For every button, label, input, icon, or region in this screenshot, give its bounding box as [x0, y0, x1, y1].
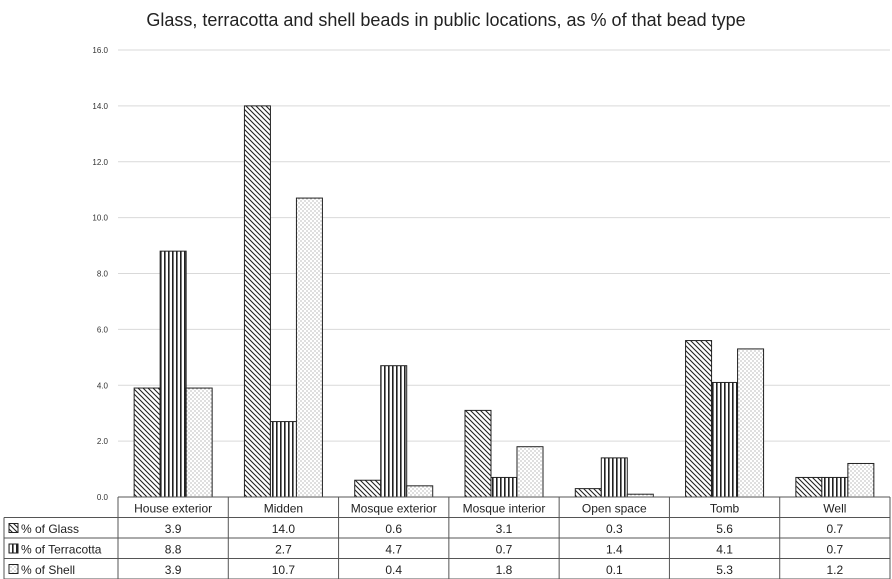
category-label: Tomb: [710, 502, 740, 516]
data-cell: 3.9: [165, 563, 182, 577]
bar-of-terracotta: [380, 365, 408, 498]
category-label: Well: [823, 502, 846, 516]
data-cell: 2.7: [275, 543, 292, 557]
bar-of-shell: [737, 348, 765, 498]
y-tick-label: 2.0: [97, 437, 109, 446]
bar-of-shell: [406, 485, 434, 498]
y-tick-label: 12.0: [92, 158, 108, 167]
data-cell: 0.6: [385, 522, 402, 536]
bar-of-terracotta: [159, 250, 187, 498]
bar-of-terracotta: [269, 421, 297, 498]
data-cell: 4.1: [716, 543, 733, 557]
bar-of-glass: [574, 488, 602, 498]
bar-of-terracotta: [711, 381, 739, 498]
data-cell: 4.7: [385, 543, 402, 557]
data-cell: 0.7: [827, 543, 844, 557]
bar-of-glass: [464, 409, 492, 498]
category-label: Mosque exterior: [351, 502, 437, 516]
y-tick-label: 0.0: [97, 493, 109, 502]
bar-of-glass: [243, 105, 271, 498]
legend-label: % of Terracotta: [21, 543, 102, 557]
bar-of-terracotta: [490, 476, 518, 498]
data-cell: 10.7: [272, 563, 296, 577]
data-cell: 0.7: [827, 522, 844, 536]
bar-of-terracotta: [600, 457, 628, 498]
legend-swatch-of-glass: [8, 523, 19, 533]
data-cell: 3.9: [165, 522, 182, 536]
bar-of-glass: [685, 340, 713, 498]
data-cell: 0.3: [606, 522, 623, 536]
data-cell: 0.4: [385, 563, 402, 577]
y-tick-label: 4.0: [97, 381, 109, 390]
legend-swatch-of-terracotta: [8, 543, 19, 554]
category-label: Midden: [264, 502, 303, 516]
bar-of-terracotta: [821, 476, 849, 498]
y-tick-label: 6.0: [97, 325, 109, 334]
data-cell: 1.4: [606, 543, 623, 557]
data-cell: 0.1: [606, 563, 623, 577]
bar-of-glass: [354, 479, 382, 498]
data-cell: 14.0: [272, 522, 296, 536]
legend-label: % of Shell: [21, 563, 75, 577]
data-cell: 0.7: [496, 543, 513, 557]
y-tick-label: 14.0: [92, 102, 108, 111]
category-label: Mosque interior: [463, 502, 546, 516]
data-cell: 1.8: [496, 563, 513, 577]
y-tick-label: 10.0: [92, 214, 108, 223]
data-cell: 5.6: [716, 522, 733, 536]
chart-title: Glass, terracotta and shell beads in pub…: [146, 10, 746, 30]
category-label: House exterior: [134, 502, 212, 516]
legend-swatch-of-shell: [8, 564, 19, 574]
y-tick-label: 16.0: [92, 46, 108, 55]
bar-of-glass: [795, 476, 823, 498]
legend-label: % of Glass: [21, 522, 79, 536]
bar-of-shell: [185, 387, 213, 498]
data-cell: 8.8: [165, 543, 182, 557]
bar-of-glass: [133, 387, 161, 498]
data-cell: 3.1: [496, 522, 513, 536]
data-cell: 5.3: [716, 563, 733, 577]
bar-of-shell: [516, 446, 544, 498]
category-label: Open space: [582, 502, 647, 516]
y-tick-label: 8.0: [97, 270, 109, 279]
data-cell: 1.2: [827, 563, 844, 577]
bar-of-shell: [847, 462, 875, 498]
bar-of-shell: [295, 197, 323, 498]
